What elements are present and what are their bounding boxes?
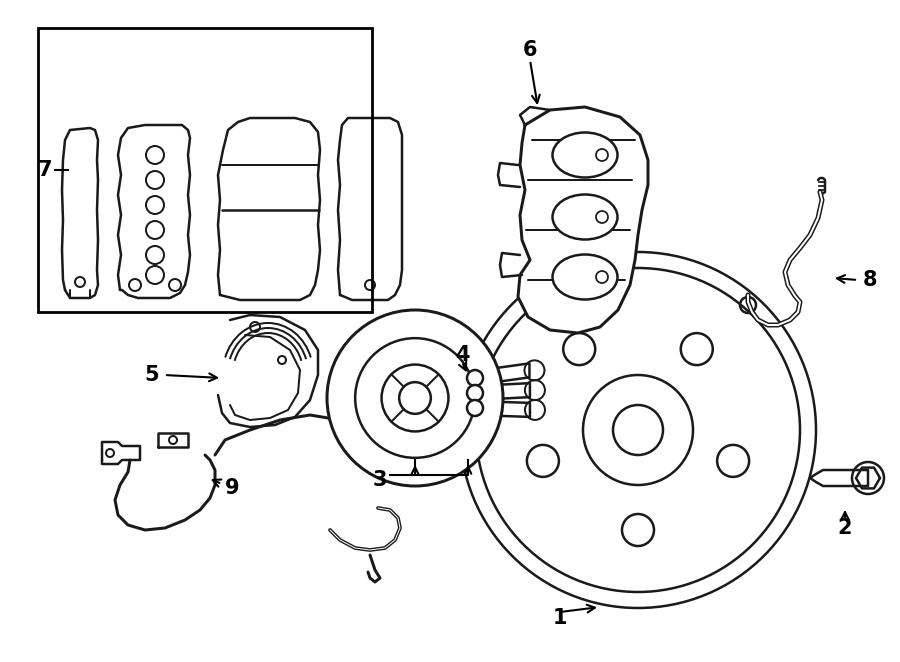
Text: 4: 4 — [454, 345, 469, 365]
Circle shape — [563, 333, 595, 365]
Circle shape — [526, 445, 559, 477]
Ellipse shape — [553, 132, 617, 177]
Polygon shape — [62, 128, 98, 298]
Text: 3: 3 — [373, 470, 387, 490]
Text: 6: 6 — [523, 40, 537, 60]
Text: 9: 9 — [225, 478, 239, 498]
Polygon shape — [856, 467, 880, 489]
Polygon shape — [158, 433, 188, 447]
Bar — [38, 28, 372, 312]
Polygon shape — [518, 107, 648, 333]
Text: 2: 2 — [838, 518, 852, 538]
Circle shape — [327, 310, 503, 486]
Circle shape — [467, 370, 483, 386]
Circle shape — [680, 333, 713, 365]
Text: 1: 1 — [553, 608, 567, 628]
Circle shape — [467, 385, 483, 401]
Polygon shape — [818, 178, 825, 194]
Polygon shape — [218, 315, 318, 427]
Circle shape — [717, 445, 749, 477]
Circle shape — [382, 365, 448, 432]
Polygon shape — [500, 253, 522, 277]
Circle shape — [460, 252, 816, 608]
Polygon shape — [102, 442, 140, 464]
Circle shape — [476, 268, 800, 592]
Circle shape — [356, 338, 475, 458]
Polygon shape — [338, 118, 402, 300]
Ellipse shape — [553, 195, 617, 240]
Text: 5: 5 — [145, 365, 159, 385]
Circle shape — [622, 514, 654, 546]
Text: 8: 8 — [863, 270, 878, 290]
Polygon shape — [810, 470, 868, 486]
Circle shape — [467, 400, 483, 416]
Text: 7: 7 — [38, 160, 52, 180]
Ellipse shape — [553, 254, 617, 299]
Polygon shape — [218, 118, 320, 300]
Polygon shape — [118, 125, 190, 298]
Polygon shape — [475, 401, 530, 417]
Polygon shape — [498, 163, 520, 187]
Polygon shape — [475, 363, 529, 385]
Polygon shape — [475, 383, 530, 400]
